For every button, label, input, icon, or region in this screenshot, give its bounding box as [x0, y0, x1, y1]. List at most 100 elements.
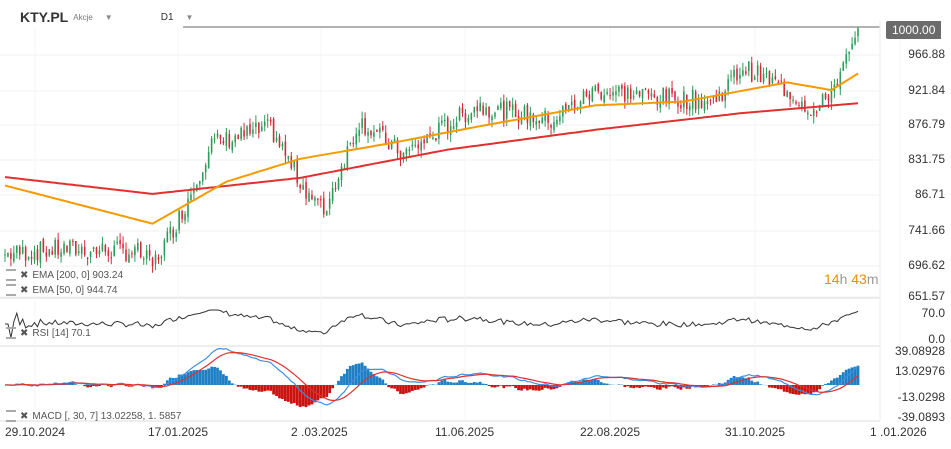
candle — [511, 97, 514, 118]
legend-ema200-label: EMA [200, 0] 903.24 — [32, 269, 124, 281]
candle — [588, 90, 591, 108]
candle — [379, 123, 381, 139]
macd-histogram-bar — [502, 385, 506, 389]
macd-histogram-bar — [260, 385, 264, 392]
candle — [125, 242, 127, 263]
legend-rsi[interactable]: ✖ RSI [14] 70.1 — [6, 327, 91, 339]
macd-histogram-bar — [534, 385, 538, 391]
candle — [314, 195, 316, 207]
candle — [213, 133, 216, 144]
date-tick-label: 22.08.2025 — [580, 425, 641, 439]
candle — [243, 122, 245, 141]
candle — [36, 245, 39, 266]
macd-histogram-bar — [195, 370, 199, 385]
macd-histogram-bar — [242, 385, 246, 389]
candle — [553, 116, 555, 134]
macd-tick-label: -13.0298 — [897, 390, 945, 404]
macd-histogram-bar — [224, 375, 228, 385]
close-icon[interactable]: ✖ — [20, 327, 29, 339]
countdown-minutes: 43 — [851, 271, 867, 287]
macd-histogram-bar — [543, 385, 547, 388]
candle — [792, 95, 794, 104]
macd-histogram-bar — [316, 385, 320, 401]
candle — [798, 101, 800, 109]
macd-histogram-bar — [838, 374, 842, 385]
macd-histogram-bar — [405, 385, 408, 394]
candle — [98, 245, 101, 258]
chevron-down-icon[interactable]: ▼ — [185, 12, 194, 22]
candle — [745, 66, 747, 76]
candle — [538, 120, 541, 129]
candle — [237, 134, 239, 140]
candle — [414, 138, 417, 148]
candle — [753, 74, 756, 81]
settings-icon[interactable] — [6, 410, 16, 422]
candle — [485, 102, 487, 116]
macd-histogram-bar — [461, 380, 464, 385]
macd-histogram-bar — [257, 385, 261, 392]
macd-histogram-bar — [65, 384, 69, 385]
settings-icon[interactable] — [6, 284, 16, 296]
macd-histogram-bar — [192, 370, 196, 385]
candle — [13, 245, 15, 264]
candle — [609, 87, 611, 100]
candle — [358, 122, 360, 143]
macd-histogram-bar — [410, 385, 414, 392]
macd-histogram-bar — [827, 383, 830, 385]
macd-histogram-bar — [812, 385, 816, 393]
macd-tick-label: 39.08928 — [894, 344, 945, 358]
macd-histogram-bar — [307, 385, 311, 406]
settings-icon[interactable] — [6, 269, 16, 281]
legend-ema200[interactable]: ✖ EMA [200, 0] 903.24 — [6, 269, 123, 281]
macd-histogram-bar — [673, 385, 677, 388]
close-icon[interactable]: ✖ — [20, 269, 29, 281]
candle — [686, 94, 688, 115]
macd-histogram-bar — [219, 370, 222, 385]
macd-histogram-bar — [679, 385, 683, 390]
chevron-down-icon[interactable]: ▼ — [104, 12, 113, 22]
macd-histogram-bar — [847, 368, 851, 385]
legend-ema50[interactable]: ✖ EMA [50, 0] 944.74 — [6, 284, 117, 296]
macd-histogram-bar — [717, 382, 721, 385]
candle — [272, 117, 275, 143]
candle — [216, 129, 219, 139]
close-icon[interactable]: ✖ — [20, 410, 29, 422]
macd-histogram-bar — [652, 385, 656, 388]
timeframe-select[interactable]: D1 — [160, 11, 174, 23]
candle — [154, 250, 157, 270]
candle — [600, 91, 603, 101]
candle — [142, 256, 145, 265]
signal-line — [5, 351, 859, 402]
macd-histogram-bar — [222, 374, 225, 385]
macd-histogram-bar — [658, 385, 662, 390]
date-tick-label: 11.06.2025 — [435, 425, 495, 439]
candle — [694, 89, 697, 113]
macd-histogram-bar — [791, 385, 795, 394]
macd-histogram-bar — [298, 385, 302, 407]
legend-macd[interactable]: ✖ MACD [, 30, 7] 13.02258, 1. 5857 — [6, 410, 181, 422]
macd-histogram-bar — [469, 382, 473, 385]
candle — [712, 97, 715, 104]
candle — [700, 93, 703, 109]
candle — [178, 209, 180, 234]
macd-histogram-bar — [322, 385, 326, 399]
macd-histogram-bar — [245, 385, 249, 389]
macd-histogram-bar — [292, 385, 296, 404]
close-icon[interactable]: ✖ — [20, 284, 29, 296]
candle — [739, 67, 741, 85]
candle — [107, 247, 110, 263]
settings-icon[interactable] — [6, 327, 16, 339]
macd-histogram-bar — [735, 377, 739, 385]
candle — [848, 51, 850, 62]
candle — [683, 86, 685, 114]
candle — [131, 250, 133, 259]
macd-histogram-bar — [779, 385, 783, 390]
macd-histogram-bar — [806, 385, 810, 395]
macd-histogram-bar — [676, 385, 680, 389]
candle — [305, 177, 307, 206]
macd-histogram-bar — [254, 385, 258, 390]
candle — [789, 91, 791, 107]
symbol-name[interactable]: KTY.PL — [20, 9, 69, 25]
symbol-header[interactable]: KTY.PL Akcje ▼ D1 ▼ — [20, 9, 193, 25]
